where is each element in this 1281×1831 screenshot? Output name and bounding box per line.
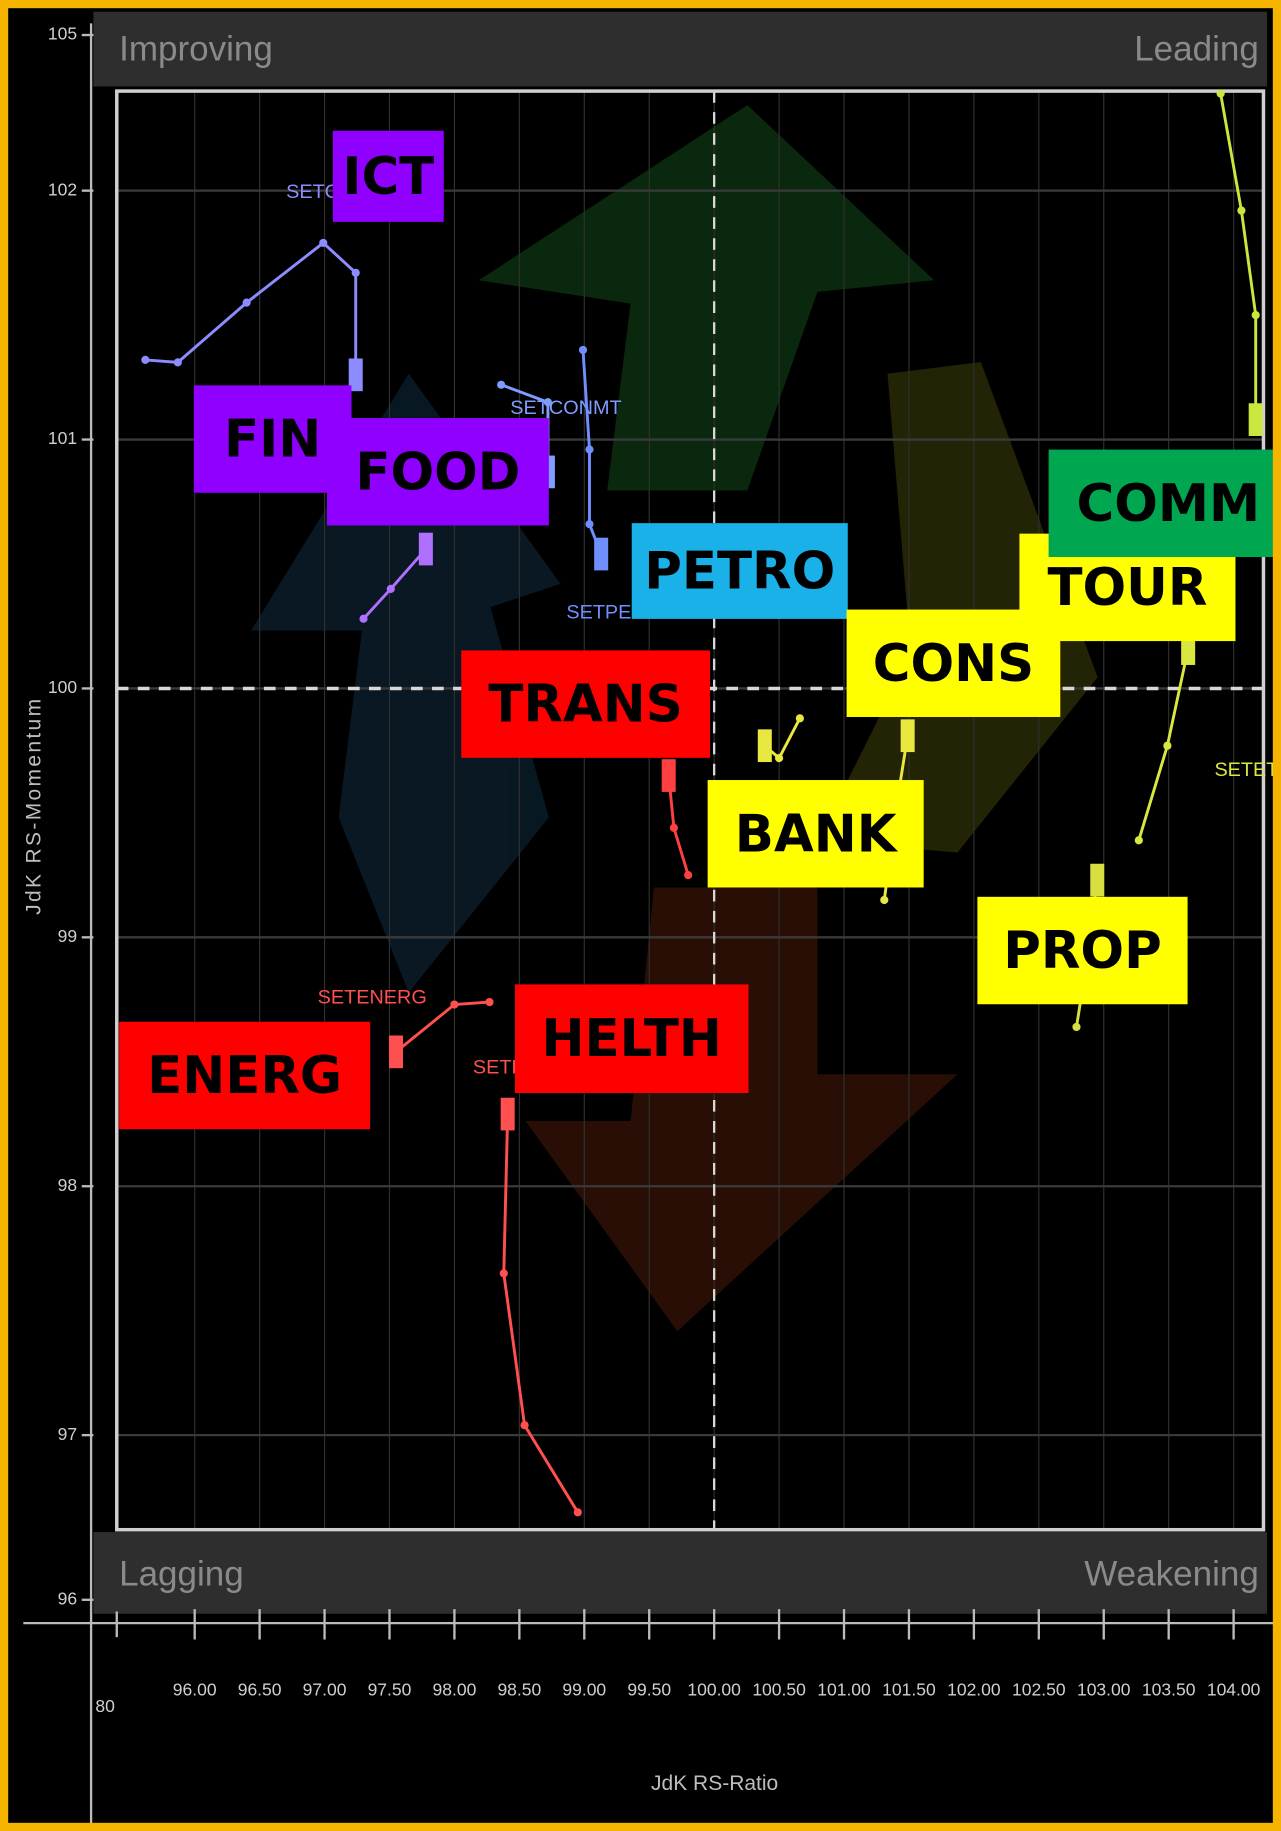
y-tick-label: 105 <box>48 24 77 44</box>
legend-label: PETRO <box>644 542 835 602</box>
x-tick-label: 103.00 <box>1077 1679 1131 1699</box>
trail-point <box>352 269 360 277</box>
x-tick-label: 99.00 <box>562 1679 606 1699</box>
trail-point <box>141 356 149 364</box>
trail-point <box>1217 89 1225 97</box>
x-tick-label: 96.50 <box>238 1679 282 1699</box>
trail-point <box>585 445 593 453</box>
trail-point <box>1252 311 1260 319</box>
x-tick-label: 97.50 <box>368 1679 412 1699</box>
legend-label: ICT <box>342 147 434 207</box>
chart: 96.00 96.50 97.00 97.50 98.00 98.50 99.00 99.50… <box>0 0 1281 1831</box>
x-tick-label: 101.50 <box>882 1679 936 1699</box>
trail-point <box>450 1000 458 1008</box>
trail-head <box>389 1035 403 1068</box>
x-tick-label: 100.50 <box>752 1679 806 1699</box>
y-tick-label: 97 <box>58 1424 77 1444</box>
trail-point <box>1237 206 1245 214</box>
legend-label: ENERG <box>147 1046 342 1106</box>
trail-head <box>662 759 676 792</box>
trail-head <box>758 729 772 762</box>
legend-label: TOUR <box>1047 558 1207 618</box>
trail-point <box>670 824 678 832</box>
trail-point <box>585 520 593 528</box>
trail-point <box>880 896 888 904</box>
trail-point <box>387 585 395 593</box>
trail-point <box>1163 742 1171 750</box>
legend-label: FIN <box>224 410 321 470</box>
y-tick-label: 101 <box>48 428 77 448</box>
trail-point <box>579 346 587 354</box>
trail-point <box>485 998 493 1006</box>
trail-point <box>684 871 692 879</box>
trail-point <box>500 1269 508 1277</box>
trail-point <box>497 381 505 389</box>
trail-point <box>1135 836 1143 844</box>
quadrant-label: Lagging <box>119 1555 244 1594</box>
x-tick-label: 100.00 <box>687 1679 741 1699</box>
series-tag: SETENERG <box>318 987 427 1009</box>
trail-head <box>1090 864 1104 897</box>
legend-label: COMM <box>1076 474 1260 534</box>
legend-label: FOOD <box>355 442 520 502</box>
trail-head <box>594 538 608 571</box>
page: {"chart_data": { "type": "rrg", "x_label… <box>0 0 1281 1831</box>
trail-point <box>520 1421 528 1429</box>
quadrant-label: Improving <box>119 30 273 69</box>
trail-head <box>1249 403 1263 436</box>
x-tick-label: 98.50 <box>497 1679 541 1699</box>
x-tick-label: 101.00 <box>817 1679 871 1699</box>
trail-point <box>359 615 367 623</box>
legend-label: PROP <box>1003 921 1162 981</box>
x-tick-label: 99.50 <box>627 1679 671 1699</box>
y-tick-label: 98 <box>58 1175 77 1195</box>
x-tick-label: 96.00 <box>173 1679 217 1699</box>
series-tag: SETETRO <box>1214 759 1281 781</box>
trail-point <box>775 754 783 762</box>
trail-point <box>243 299 251 307</box>
quadrant-label: Weakening <box>1084 1555 1259 1594</box>
legend-label: BANK <box>735 804 899 864</box>
quadrant-label: Leading <box>1134 30 1259 69</box>
trail-point <box>174 358 182 366</box>
x-tick-label: 103.50 <box>1142 1679 1196 1699</box>
x-tick-label: 80 <box>95 1696 115 1716</box>
trail-head <box>501 1098 515 1131</box>
legend-label: TRANS <box>488 675 682 735</box>
trail-point <box>796 714 804 722</box>
series-tag: SETCONMT <box>510 397 621 419</box>
trail-point <box>1072 1023 1080 1031</box>
legend-label: HELTH <box>542 1009 722 1069</box>
trail-point <box>574 1508 582 1516</box>
x-tick-label: 104.00 <box>1207 1679 1261 1699</box>
x-tick-label: 97.00 <box>303 1679 347 1699</box>
x-axis-title: JdK RS-Ratio <box>651 1772 778 1795</box>
x-tick-label: 102.50 <box>1012 1679 1066 1699</box>
trail-head <box>419 533 433 566</box>
y-tick-label: 99 <box>58 926 77 946</box>
trail-point <box>319 239 327 247</box>
legend-label: CONS <box>873 634 1034 694</box>
y-tick-label: 100 <box>48 677 77 697</box>
y-tick-label: 96 <box>58 1588 77 1608</box>
x-tick-label: 98.00 <box>433 1679 477 1699</box>
x-tick-label: 102.00 <box>947 1679 1001 1699</box>
trail-head <box>901 719 915 752</box>
y-axis-title: JdK RS-Momentum <box>23 697 46 915</box>
y-tick-label: 102 <box>48 179 77 199</box>
